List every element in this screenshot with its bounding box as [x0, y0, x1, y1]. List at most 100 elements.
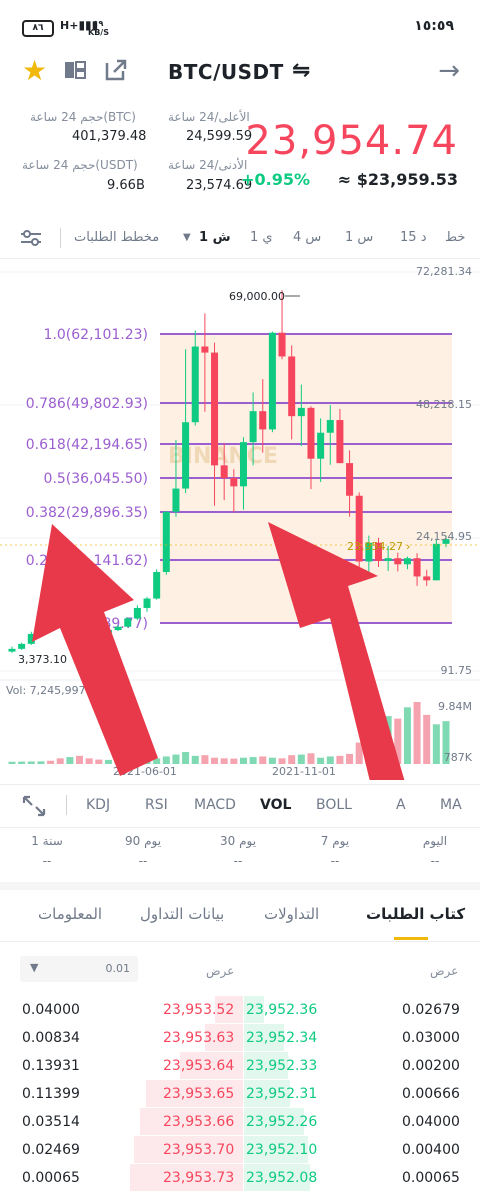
tf-4h[interactable]: 4 س: [293, 230, 322, 245]
ask-price: 23,953.73: [163, 1170, 235, 1186]
volume-bar: [76, 755, 84, 764]
bid-depth-bar: [244, 1080, 290, 1107]
bid-qty: 0.00200: [402, 1058, 460, 1074]
swap-icon[interactable]: ⇋: [292, 58, 311, 83]
ask-depth-bar: [180, 1052, 243, 1079]
indicator-boll[interactable]: BOLL: [316, 797, 352, 813]
tab-trades[interactable]: التداولات: [264, 905, 320, 923]
indicator-ma[interactable]: MA: [440, 797, 462, 813]
candle-body: [191, 346, 199, 423]
bid-depth-bar: [244, 996, 264, 1023]
precision-select[interactable]: ▼ 0.01: [20, 956, 138, 982]
pair-title[interactable]: BTC/USDT: [168, 60, 284, 84]
tf-1h[interactable]: 1 س: [345, 230, 374, 245]
order-row[interactable]: 0.02469 23,953.70 23,952.10 0.00400: [0, 1136, 480, 1164]
order-row[interactable]: 0.03514 23,953.66 23,952.26 0.04000: [0, 1108, 480, 1136]
last-price: 23,954.74: [245, 118, 458, 164]
candle-body: [442, 539, 450, 544]
arrow-icon[interactable]: →: [438, 56, 460, 86]
candle-body: [182, 422, 190, 489]
candle-body: [259, 411, 267, 430]
depth-chart-tab[interactable]: مخطط الطلبات: [74, 230, 160, 245]
tab-order-book[interactable]: كتاب الطلبات: [366, 905, 466, 923]
indicator-macd[interactable]: MACD: [194, 797, 236, 813]
indicator-rsi[interactable]: RSI: [145, 797, 168, 813]
fullscreen-icon[interactable]: [22, 795, 46, 817]
current-price-chevron: ›: [406, 540, 410, 553]
volume-bar: [432, 724, 440, 764]
order-row[interactable]: 0.11399 23,953.65 23,952.31 0.00666: [0, 1080, 480, 1108]
volume-bar: [413, 702, 421, 764]
perf-1y-label: 1 سنة: [31, 834, 63, 848]
tab-trading-data[interactable]: بيانات التداول: [140, 905, 225, 923]
volume-bar: [423, 714, 431, 764]
low-24h-label: الأدنى/24 ساعة: [168, 158, 248, 172]
signal-icon: H+▮▮▮: [60, 18, 99, 32]
fib-label: 1.0(62,101.23): [44, 327, 148, 343]
bid-qty: 0.03000: [402, 1030, 460, 1046]
candle-body: [365, 542, 373, 562]
candle-body: [394, 558, 402, 565]
ask-price: 23,953.70: [163, 1142, 235, 1158]
candle-body: [374, 542, 382, 561]
ask-depth-bar: [134, 1136, 243, 1163]
volume-bar: [288, 755, 296, 764]
volume-bar: [249, 757, 257, 764]
bid-header: عرض: [430, 964, 459, 978]
candle-body: [239, 442, 247, 487]
perf-90d-value: --: [138, 854, 148, 868]
high-24h-label: الأعلى/24 ساعة: [168, 110, 250, 124]
candle-body: [403, 558, 411, 565]
volume-bar: [162, 756, 170, 764]
bid-qty: 0.04000: [402, 1114, 460, 1130]
volume-bar: [220, 758, 228, 764]
axis-price-last: 24,154.95: [416, 530, 472, 543]
peak-price-label: 69,000.00: [229, 290, 285, 303]
ask-qty: 0.03514: [22, 1114, 80, 1130]
settings-sliders-icon[interactable]: [20, 228, 42, 248]
ask-price: 23,953.66: [163, 1114, 235, 1130]
ask-depth-bar: [130, 1164, 243, 1191]
order-row[interactable]: 0.13931 23,953.64 23,952.33 0.00200: [0, 1052, 480, 1080]
candle-body: [326, 420, 334, 433]
order-row[interactable]: 0.00065 23,953.73 23,952.08 0.00065: [0, 1164, 480, 1192]
share-icon[interactable]: [104, 58, 128, 82]
candle-body: [27, 633, 35, 644]
indicator-ema[interactable]: A: [396, 797, 406, 813]
order-row[interactable]: 0.00834 23,953.63 23,952.34 0.03000: [0, 1024, 480, 1052]
volume-bar: [37, 761, 45, 764]
order-row[interactable]: 0.04000 23,953.52 23,952.36 0.02679: [0, 996, 480, 1024]
compare-icon[interactable]: [64, 60, 86, 80]
candlestick-chart[interactable]: BINANCE 1.0(62,101.23)0.786(49,802.93)0.…: [0, 258, 480, 896]
volume-label: Vol: 7,245,997.42: [6, 684, 103, 697]
perf-7d-value: --: [330, 854, 340, 868]
bid-qty: 0.00666: [402, 1086, 460, 1102]
favorite-star-icon[interactable]: ★: [22, 54, 48, 87]
tf-1d[interactable]: 1 ي: [250, 230, 273, 245]
tf-line[interactable]: خط: [445, 230, 466, 245]
bid-price: 23,952.31: [246, 1086, 318, 1102]
tf-1w[interactable]: 1 ش: [199, 230, 231, 245]
volume-bar: [346, 753, 354, 764]
indicator-vol[interactable]: VOL: [260, 797, 292, 813]
tf-15m[interactable]: 15 د: [400, 230, 427, 245]
volume-bar: [268, 757, 276, 764]
price-chart[interactable]: BINANCE 1.0(62,101.23) 0.786(49,802.93) 0.…: [0, 258, 480, 896]
indicator-kdj[interactable]: KDJ: [86, 797, 111, 813]
candle-body: [317, 432, 325, 459]
volume-bar: [104, 759, 112, 764]
tab-info[interactable]: المعلومات: [38, 905, 103, 923]
bid-depth-bar: [244, 1108, 304, 1135]
network-speed: ١٩ KB/S: [88, 19, 109, 37]
perf-30d-value: --: [233, 854, 243, 868]
volume-bar: [239, 757, 247, 764]
volume-bar: [201, 755, 209, 764]
ask-depth-bar: [140, 1108, 243, 1135]
signal-type: H+: [60, 19, 79, 32]
annotation-arrow-left: [32, 524, 158, 776]
dropdown-arrow-icon[interactable]: ▼: [183, 232, 191, 243]
volume-bar: [336, 755, 344, 764]
bid-qty: 0.02679: [402, 1002, 460, 1018]
axis-price-bottom: 91.75: [441, 664, 473, 677]
pair-header: ★ BTC/USDT ⇋ →: [0, 50, 480, 96]
